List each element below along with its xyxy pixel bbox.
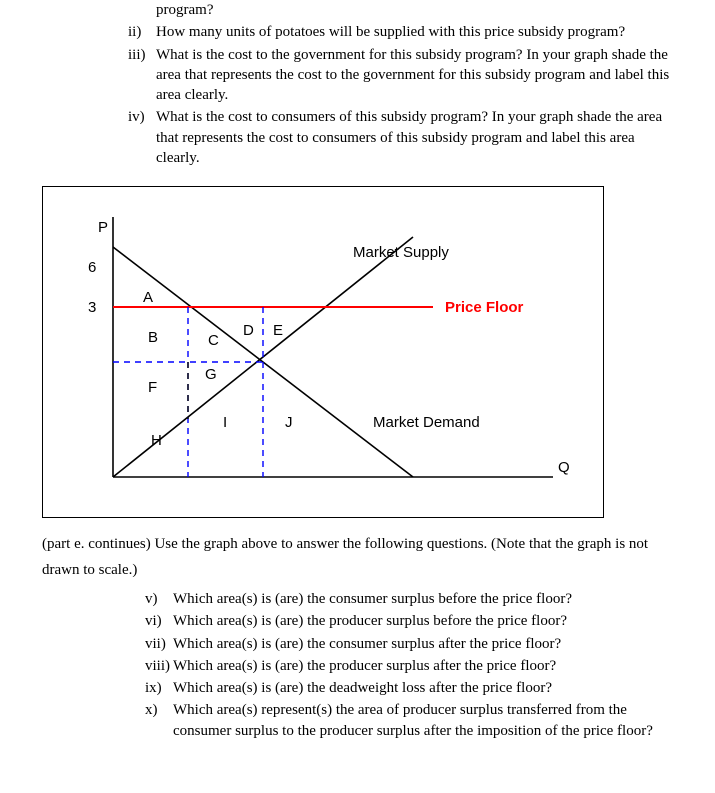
svg-text:Q: Q [558, 459, 570, 476]
question-number: viii) [145, 656, 173, 676]
question-item: v)Which area(s) is (are) the consumer su… [145, 589, 675, 609]
svg-text:Price Floor: Price Floor [445, 299, 524, 316]
top-question-list: program?ii)How many units of potatoes wi… [90, 0, 675, 168]
svg-text:J: J [285, 414, 293, 431]
question-number: iii) [128, 45, 156, 106]
svg-text:D: D [243, 322, 254, 339]
svg-text:E: E [273, 322, 283, 339]
question-text: Which area(s) is (are) the consumer surp… [173, 634, 675, 654]
question-text: Which area(s) is (are) the consumer surp… [173, 589, 675, 609]
question-item: viii)Which area(s) is (are) the producer… [145, 656, 675, 676]
question-text: Which area(s) is (are) the deadweight lo… [173, 678, 675, 698]
question-text: How many units of potatoes will be suppl… [156, 22, 675, 42]
question-item: ix)Which area(s) is (are) the deadweight… [145, 678, 675, 698]
supply-demand-graph: P Q 6 3 Market Supply Market Demand Price Floo… [42, 186, 604, 518]
svg-text:B: B [148, 329, 158, 346]
question-item: program? [128, 0, 675, 20]
svg-text:6: 6 [88, 259, 96, 276]
question-item: ii)How many units of potatoes will be su… [128, 22, 675, 42]
question-item: vii)Which area(s) is (are) the consumer … [145, 634, 675, 654]
question-number: ii) [128, 22, 156, 42]
question-text: Which area(s) is (are) the producer surp… [173, 656, 675, 676]
question-number: v) [145, 589, 173, 609]
question-number: iv) [128, 107, 156, 168]
svg-text:3: 3 [88, 299, 96, 316]
question-number: vi) [145, 611, 173, 631]
question-text: Which area(s) represent(s) the area of p… [173, 700, 675, 741]
question-item: iii)What is the cost to the government f… [128, 45, 675, 106]
graph-note: (part e. continues) Use the graph above … [42, 532, 675, 583]
question-number: vii) [145, 634, 173, 654]
svg-text:P: P [98, 219, 108, 236]
question-number: x) [145, 700, 173, 741]
question-text: What is the cost to the government for t… [156, 45, 675, 106]
question-item: iv)What is the cost to consumers of this… [128, 107, 675, 168]
question-number: ix) [145, 678, 173, 698]
svg-text:A: A [143, 289, 153, 306]
svg-text:Market Supply: Market Supply [353, 244, 449, 261]
svg-text:I: I [223, 414, 227, 431]
svg-text:F: F [148, 379, 157, 396]
question-text: What is the cost to consumers of this su… [156, 107, 675, 168]
bottom-question-list: v)Which area(s) is (are) the consumer su… [90, 589, 675, 741]
question-text: Which area(s) is (are) the producer surp… [173, 611, 675, 631]
svg-text:C: C [208, 332, 219, 349]
question-item: vi)Which area(s) is (are) the producer s… [145, 611, 675, 631]
svg-text:G: G [205, 366, 217, 383]
svg-text:H: H [151, 432, 162, 449]
svg-text:Market Demand: Market Demand [373, 414, 480, 431]
question-number [128, 0, 156, 20]
question-text: program? [156, 0, 675, 20]
question-item: x)Which area(s) represent(s) the area of… [145, 700, 675, 741]
